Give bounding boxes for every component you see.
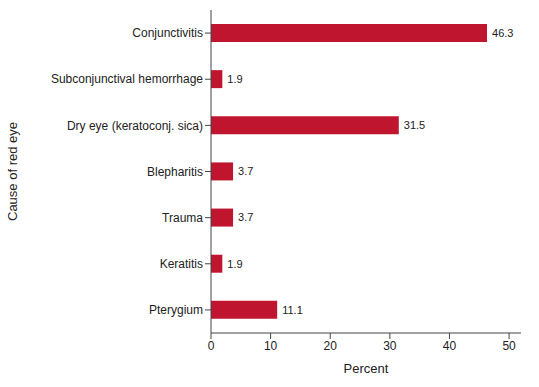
svg-text:Percent: Percent <box>344 361 389 376</box>
svg-text:20: 20 <box>324 339 338 353</box>
svg-text:Cause of red eye: Cause of red eye <box>8 122 20 221</box>
svg-text:Trauma: Trauma <box>162 211 203 225</box>
svg-text:Blepharitis: Blepharitis <box>147 165 203 179</box>
svg-text:1.9: 1.9 <box>227 258 242 270</box>
svg-text:Dry eye (keratoconj. sica): Dry eye (keratoconj. sica) <box>67 119 203 133</box>
svg-text:Pterygium: Pterygium <box>149 303 203 317</box>
svg-text:0: 0 <box>208 339 215 353</box>
svg-text:31.5: 31.5 <box>404 119 425 131</box>
svg-text:Keratitis: Keratitis <box>160 257 203 271</box>
svg-text:Conjunctivitis: Conjunctivitis <box>132 26 203 40</box>
svg-text:30: 30 <box>383 339 397 353</box>
svg-text:46.3: 46.3 <box>492 27 513 39</box>
svg-text:10: 10 <box>264 339 278 353</box>
svg-text:50: 50 <box>502 339 516 353</box>
svg-text:3.7: 3.7 <box>238 211 253 223</box>
svg-text:40: 40 <box>443 339 457 353</box>
svg-text:11.1: 11.1 <box>282 304 303 316</box>
svg-text:1.9: 1.9 <box>227 73 242 85</box>
svg-text:3.7: 3.7 <box>238 165 253 177</box>
svg-text:Subconjunctival hemorrhage: Subconjunctival hemorrhage <box>51 72 203 86</box>
